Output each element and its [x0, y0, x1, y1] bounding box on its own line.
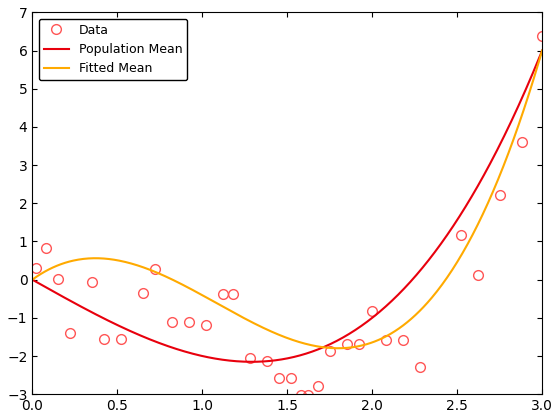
Data [185, 320, 192, 325]
Fitted Mean [305, 342, 311, 347]
Fitted Mean [333, 346, 339, 351]
Population Mean [448, 226, 455, 231]
Fitted Mean [539, 48, 545, 53]
Data [519, 140, 525, 145]
Data [304, 392, 311, 397]
Data [88, 279, 95, 284]
Data [297, 392, 304, 397]
Data [382, 337, 389, 342]
Data [100, 336, 107, 341]
Fitted Mean [448, 269, 455, 274]
Data [496, 192, 503, 197]
Data [66, 331, 73, 336]
Population Mean [539, 48, 545, 53]
Data [326, 349, 333, 354]
Population Mean [272, 358, 279, 363]
Fitted Mean [29, 277, 36, 282]
Fitted Mean [334, 346, 341, 351]
Population Mean [333, 339, 340, 344]
Population Mean [275, 357, 282, 362]
Data [287, 375, 294, 381]
Fitted Mean [271, 331, 278, 336]
Data [276, 375, 282, 381]
Data [369, 308, 376, 313]
Data [230, 291, 236, 297]
Data [139, 291, 146, 296]
Population Mean [29, 277, 36, 282]
Line: Fitted Mean: Fitted Mean [32, 51, 542, 348]
Legend: Data, Population Mean, Fitted Mean: Data, Population Mean, Fitted Mean [39, 19, 187, 80]
Population Mean [306, 350, 312, 355]
Data [43, 245, 49, 250]
Data [220, 291, 226, 297]
Data [539, 34, 545, 39]
Data [117, 336, 124, 341]
Data [315, 383, 321, 389]
Data [343, 341, 350, 346]
Data [246, 355, 253, 360]
Fitted Mean [528, 85, 534, 90]
Data [169, 320, 175, 325]
Data [32, 266, 39, 271]
Data [263, 358, 270, 363]
Data [355, 341, 362, 346]
Line: Population Mean: Population Mean [32, 51, 542, 362]
Data [202, 322, 209, 327]
Data [151, 266, 158, 271]
Data [417, 364, 423, 369]
Data [54, 276, 61, 281]
Population Mean [249, 359, 255, 364]
Fitted Mean [274, 332, 281, 337]
Data [474, 273, 481, 278]
Line: Data: Data [31, 31, 547, 400]
Data [399, 337, 406, 342]
Population Mean [528, 75, 534, 80]
Data [457, 232, 464, 237]
